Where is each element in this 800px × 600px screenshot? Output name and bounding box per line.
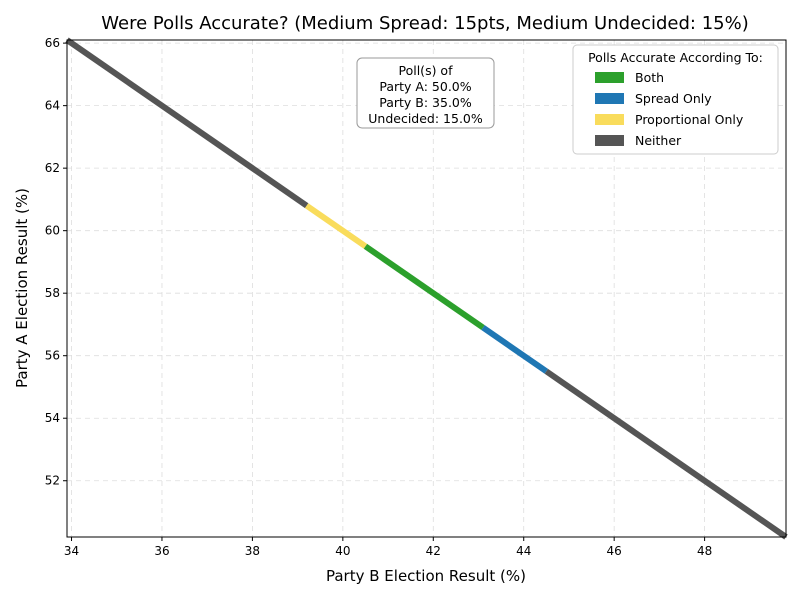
legend-frame <box>572 44 779 155</box>
legend-label-both: Both <box>635 70 664 85</box>
series-lines <box>65 37 788 540</box>
annotation-line-3: Party B: 35.0% <box>379 95 472 110</box>
y-tick-label: 66 <box>45 36 60 50</box>
x-tick-label: 38 <box>245 544 260 558</box>
legend: Polls Accurate According To: Both Spread… <box>572 44 779 155</box>
chart-title: Were Polls Accurate? (Medium Spread: 15p… <box>101 13 749 34</box>
y-tick-label: 54 <box>45 411 60 425</box>
legend-title: Polls Accurate According To: <box>588 50 763 65</box>
y-tick-label: 58 <box>45 286 60 300</box>
x-tick-label: 36 <box>154 544 169 558</box>
legend-swatch-proportional-only <box>595 114 624 125</box>
x-axis-label: Party B Election Result (%) <box>326 567 526 585</box>
legend-label-proportional-only: Proportional Only <box>635 112 744 127</box>
y-tick-label: 56 <box>45 349 60 363</box>
series-segment-proportional-only <box>304 203 368 249</box>
x-tick-label: 42 <box>426 544 441 558</box>
x-tick-label: 34 <box>64 544 79 558</box>
series-segment-neither <box>65 37 309 209</box>
series-segment-spread-only <box>481 325 549 374</box>
x-tick-label: 44 <box>516 544 531 558</box>
annotation-line-1: Poll(s) of <box>399 63 454 78</box>
poll-annotation-box: Poll(s) of Party A: 50.0% Party B: 35.0%… <box>356 57 495 129</box>
legend-label-spread-only: Spread Only <box>635 91 712 106</box>
grid-lines <box>67 40 786 537</box>
legend-swatch-spread-only <box>595 93 624 104</box>
y-tick-label: 60 <box>45 224 60 238</box>
x-tick-label: 40 <box>335 544 350 558</box>
series-segment-neither <box>544 368 788 540</box>
legend-label-neither: Neither <box>635 133 682 148</box>
y-tick-label: 62 <box>45 161 60 175</box>
plot-frame <box>66 39 787 538</box>
legend-swatch-neither <box>595 135 624 146</box>
y-axis-ticks: 52 54 56 58 60 62 64 66 <box>45 36 67 488</box>
series-segment-both <box>363 243 485 331</box>
y-tick-label: 52 <box>45 474 60 488</box>
y-tick-label: 64 <box>45 99 60 113</box>
annotation-line-2: Party A: 50.0% <box>379 79 471 94</box>
x-tick-label: 48 <box>697 544 712 558</box>
y-axis-label: Party A Election Result (%) <box>13 188 31 388</box>
annotation-border <box>356 57 495 129</box>
x-tick-label: 46 <box>607 544 622 558</box>
x-axis-ticks: 34 36 38 40 42 44 46 48 <box>64 537 712 558</box>
annotation-line-4: Undecided: 15.0% <box>368 111 483 126</box>
legend-swatch-both <box>595 72 624 83</box>
